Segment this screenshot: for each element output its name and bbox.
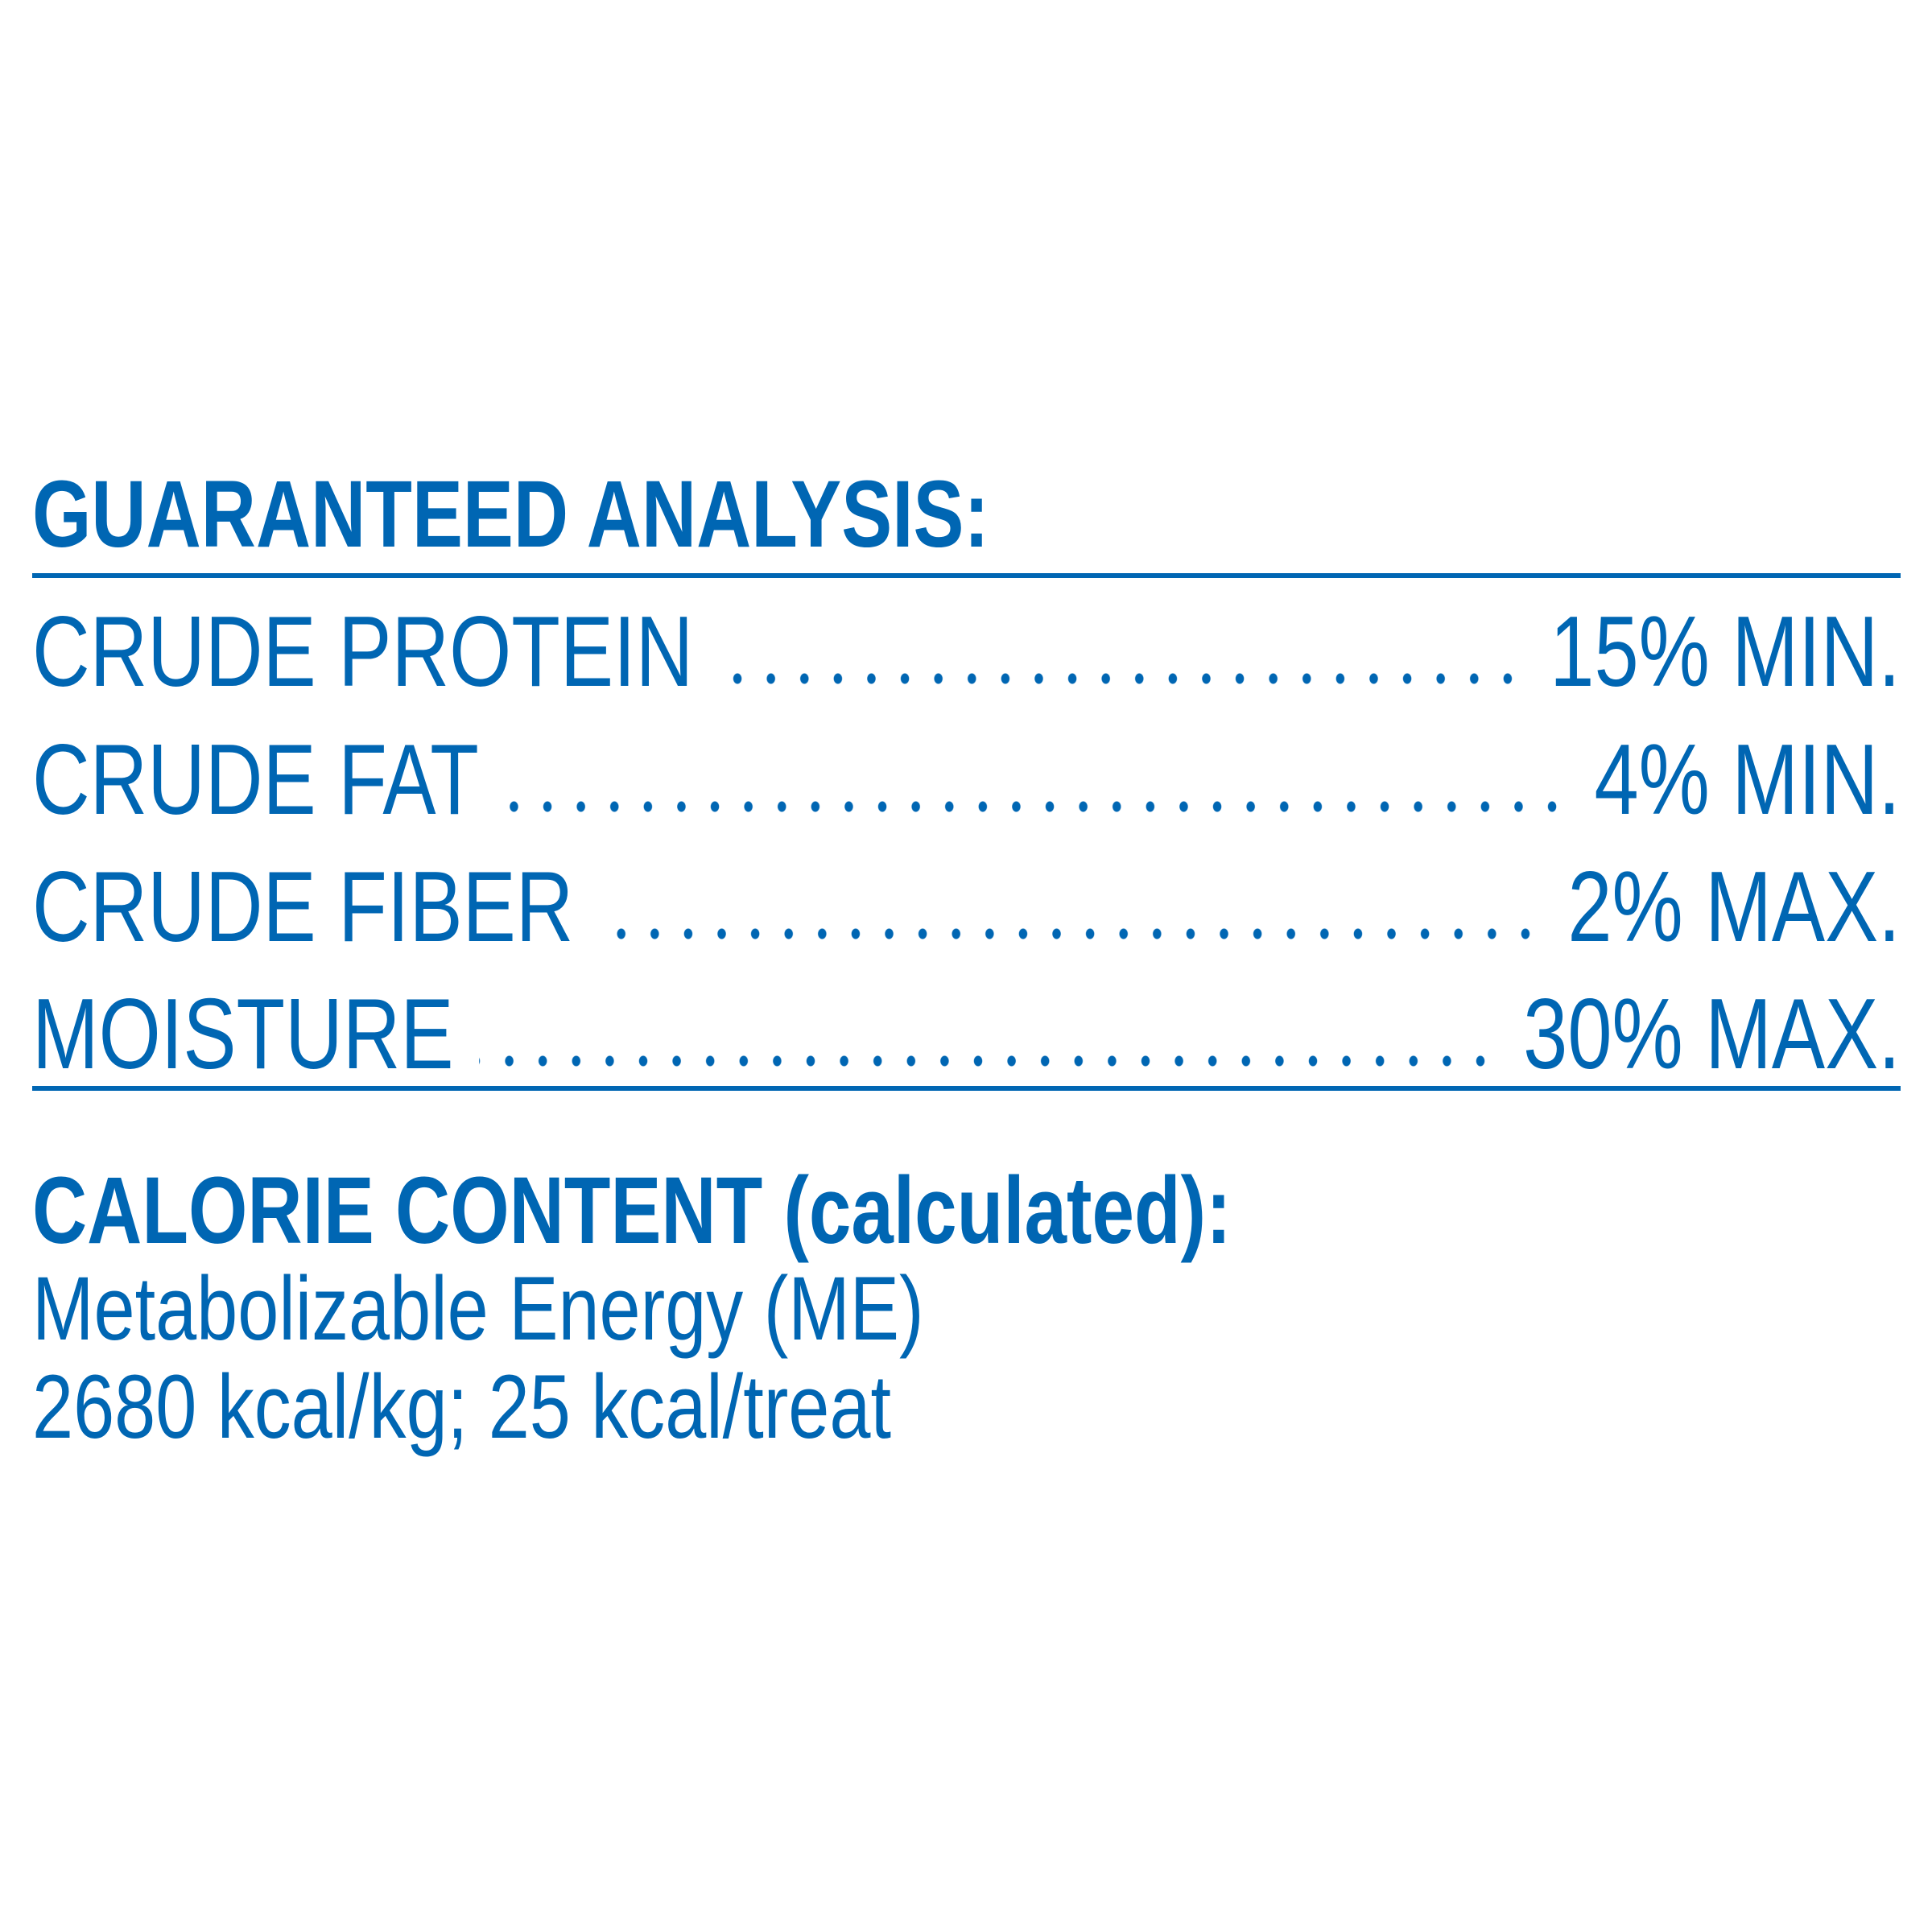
row-label: CRUDE FAT: [32, 724, 479, 836]
energy-label: Metabolizable Energy (ME): [32, 1258, 924, 1359]
analysis-row: CRUDE PROTEIN 15% MIN.: [32, 602, 1901, 702]
row-value: 2% MAX.: [1567, 852, 1901, 963]
calorie-content-title: CALORIE CONTENT (calculated):: [32, 1158, 1232, 1264]
top-divider: [32, 573, 1901, 578]
row-value: 15% MIN.: [1550, 597, 1901, 708]
analysis-row: MOISTURE 30% MAX.: [32, 985, 1901, 1084]
row-value: 30% MAX.: [1523, 979, 1901, 1090]
row-label: CRUDE PROTEIN: [32, 597, 694, 708]
dot-leader: [719, 673, 1525, 684]
row-label: CRUDE FIBER: [32, 852, 574, 963]
row-value: 4% MIN.: [1594, 724, 1901, 836]
analysis-row: CRUDE FAT 4% MIN.: [32, 730, 1901, 830]
guaranteed-analysis-title: GUARANTEED ANALYSIS:: [32, 461, 989, 568]
bottom-divider: [32, 1086, 1901, 1091]
analysis-row: CRUDE FIBER 2% MAX.: [32, 857, 1901, 957]
energy-values: 2680 kcal/kg; 25 kcal/treat: [32, 1356, 891, 1457]
dot-leader: [599, 928, 1542, 939]
dot-leader: [504, 801, 1569, 812]
row-label: MOISTURE: [32, 979, 454, 1090]
dot-leader: [479, 1055, 1498, 1067]
